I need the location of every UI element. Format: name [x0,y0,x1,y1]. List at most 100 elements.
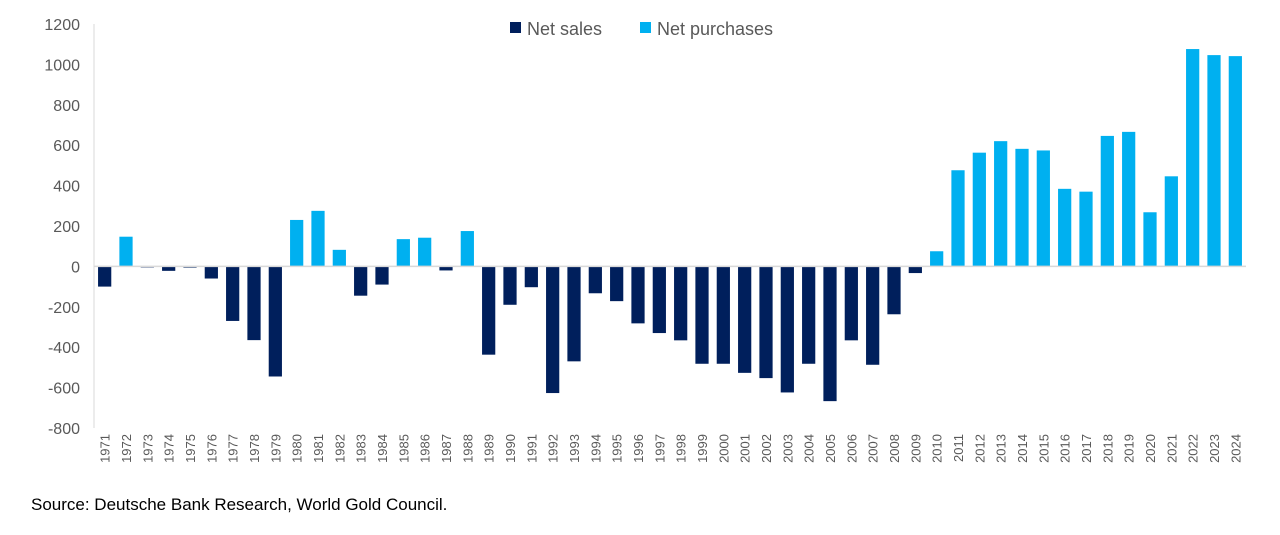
bar-net-purchases-1972 [119,236,133,267]
x-tick-label: 1992 [546,434,561,463]
bar-net-sales-1979 [268,266,282,377]
y-tick-label: 400 [53,179,80,196]
x-tick-label: 2001 [738,434,753,463]
x-tick-label: 1976 [204,434,219,463]
bar-net-sales-1995 [610,266,624,302]
x-tick-label: 2022 [1186,434,1201,463]
bar-net-purchases-1981 [311,210,325,267]
bar-net-sales-1989 [482,266,496,355]
x-tick-label: 2007 [866,434,881,463]
legend-swatch-net-sales [510,22,521,33]
x-tick-label: 2013 [994,434,1009,463]
x-tick-label: 1997 [652,434,667,463]
x-tick-label: 2016 [1058,434,1073,463]
x-tick-label: 1975 [183,434,198,463]
x-tick-label: 1974 [162,434,177,463]
x-tick-label: 2014 [1015,434,1030,463]
bar-net-purchases-2019 [1122,131,1136,267]
x-tick-label: 1983 [354,434,369,463]
x-tick-label: 2019 [1122,434,1137,463]
bars [98,49,1242,402]
bar-net-sales-2007 [866,266,880,365]
bar-net-sales-1994 [588,266,602,294]
bar-net-purchases-2015 [1036,150,1050,267]
x-tick-label: 1994 [588,434,603,463]
bar-net-purchases-2020 [1143,212,1157,267]
x-tick-label: 1980 [290,434,305,463]
bar-net-sales-1996 [631,266,645,324]
bar-net-purchases-2012 [972,152,986,267]
bar-net-sales-2001 [738,266,752,373]
bar-net-purchases-2017 [1079,191,1093,267]
x-tick-label: 1993 [567,434,582,463]
x-tick-label: 2012 [972,434,987,463]
bar-net-sales-1977 [226,266,240,321]
y-tick-label: -800 [48,421,80,438]
y-tick-label: 1000 [44,57,80,74]
x-tick-label: 2023 [1207,434,1222,463]
x-tick-label: 2008 [887,434,902,463]
x-tick-label: 1989 [482,434,497,463]
x-axis-ticks: 1971 1972 1973 1974 1975 1976 1977 1978 1979 1980… [98,434,1244,463]
bar-net-sales-2006 [844,266,858,341]
bar-net-sales-2002 [759,266,773,379]
bar-chart: -800 -600 -400 -200 0 200 400 600 800 1000 1200 19… [44,17,1246,463]
y-tick-label: 0 [71,259,80,276]
x-tick-label: 1995 [610,434,625,463]
x-tick-label: 2020 [1143,434,1158,463]
bar-net-sales-1990 [503,266,517,305]
bar-net-sales-1997 [652,266,666,334]
bar-net-purchases-2010 [930,251,944,267]
x-tick-label: 1988 [460,434,475,463]
bar-net-sales-1998 [674,266,688,341]
bar-net-sales-1983 [354,266,368,296]
bar-net-purchases-2011 [951,170,965,267]
x-tick-label: 1990 [503,434,518,463]
x-tick-label: 1978 [247,434,262,463]
x-tick-label: 2010 [930,434,945,463]
y-tick-label: 1200 [44,17,80,34]
x-tick-label: 1987 [439,434,454,463]
bar-net-sales-2004 [802,266,816,364]
bar-net-sales-1976 [204,266,218,279]
x-tick-label: 2018 [1100,434,1115,463]
bar-net-purchases-1986 [418,237,432,267]
bar-net-sales-2009 [908,266,922,274]
bar-net-sales-1984 [375,266,389,285]
bar-net-purchases-2024 [1228,56,1242,267]
legend-label-net-purchases: Net purchases [657,19,773,39]
bar-net-sales-1999 [695,266,709,364]
bar-net-purchases-1980 [290,219,304,267]
x-tick-label: 2024 [1228,434,1243,463]
bar-net-sales-2005 [823,266,837,402]
y-tick-label: -200 [48,300,80,317]
x-tick-label: 1981 [311,434,326,463]
x-tick-label: 1971 [98,434,113,463]
bar-net-sales-1992 [546,266,560,394]
y-tick-label: -600 [48,381,80,398]
y-tick-label: 600 [53,138,80,155]
bar-net-purchases-1982 [332,249,346,267]
bar-net-purchases-2016 [1058,188,1072,267]
bar-net-sales-1978 [247,266,261,341]
y-axis-ticks: -800 -600 -400 -200 0 200 400 600 800 1000 1200 [44,17,80,438]
x-tick-label: 2017 [1079,434,1094,463]
x-tick-label: 1998 [674,434,689,463]
legend-label-net-sales: Net sales [527,19,602,39]
x-tick-label: 2005 [823,434,838,463]
x-tick-label: 2003 [780,434,795,463]
x-tick-label: 1986 [418,434,433,463]
bar-net-sales-1987 [439,266,453,271]
y-tick-label: 800 [53,98,80,115]
x-tick-label: 2021 [1164,434,1179,463]
x-tick-label: 2015 [1036,434,1051,463]
bar-net-purchases-2018 [1100,135,1114,267]
y-tick-label: 200 [53,219,80,236]
x-tick-label: 2011 [951,434,966,462]
legend: Net sales Net purchases [510,19,773,39]
bar-net-purchases-1988 [460,231,474,267]
bar-net-purchases-2014 [1015,148,1029,267]
x-tick-label: 1982 [332,434,347,463]
x-tick-label: 1972 [119,434,134,463]
bar-net-sales-1974 [162,266,176,271]
